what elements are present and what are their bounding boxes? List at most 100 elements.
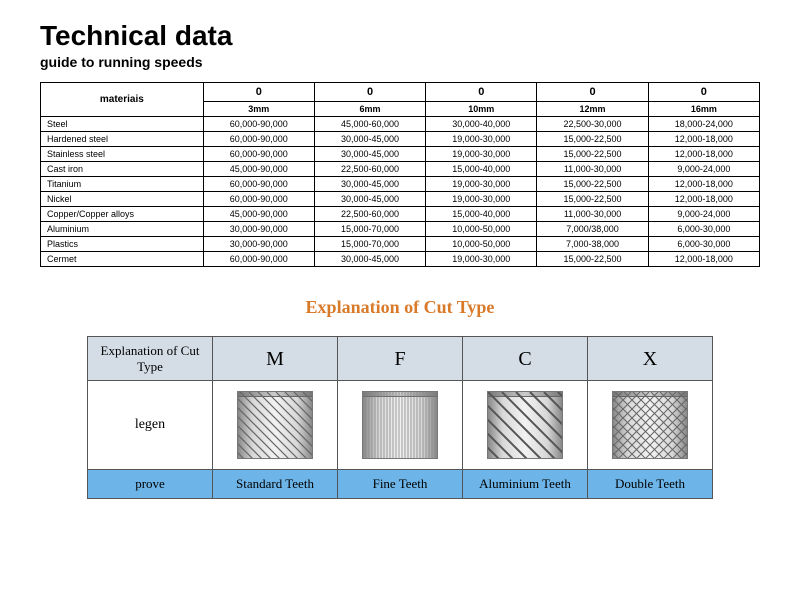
cut-type-label: Fine Teeth (338, 470, 463, 499)
speed-cell: 60,000-90,000 (203, 252, 314, 267)
speed-cell: 7,000-38,000 (537, 237, 648, 252)
speed-cell: 15,000-70,000 (314, 222, 425, 237)
speed-cell: 12,000-18,000 (648, 192, 759, 207)
speed-cell: 19,000-30,000 (426, 177, 537, 192)
table-row: Cermet60,000-90,00030,000-45,00019,000-3… (41, 252, 760, 267)
cut-type-code: X (588, 337, 713, 381)
cut-type-code: M (213, 337, 338, 381)
speed-table-body: Steel60,000-90,00045,000-60,00030,000-40… (41, 117, 760, 267)
material-cell: Steel (41, 117, 204, 132)
material-cell: Copper/Copper alloys (41, 207, 204, 222)
speed-cell: 12,000-18,000 (648, 252, 759, 267)
cut-type-image-row: legen (88, 381, 713, 470)
speed-cell: 15,000-22,500 (537, 147, 648, 162)
cut-type-code: C (463, 337, 588, 381)
speed-table: materiais000003mm6mm10mm12mm16mm Steel60… (40, 82, 760, 267)
speed-cell: 15,000-22,500 (537, 132, 648, 147)
burr-icon (487, 391, 563, 459)
speed-cell: 6,000-30,000 (648, 222, 759, 237)
speed-cell: 22,500-60,000 (314, 207, 425, 222)
material-cell: Nickel (41, 192, 204, 207)
cut-type-image-cell (463, 381, 588, 470)
cut-type-image-cell (588, 381, 713, 470)
cut-type-label: Standard Teeth (213, 470, 338, 499)
speed-cell: 11,000-30,000 (537, 207, 648, 222)
material-cell: Aluminium (41, 222, 204, 237)
speed-cell: 15,000-70,000 (314, 237, 425, 252)
speed-cell: 11,000-30,000 (537, 162, 648, 177)
speed-cell: 10,000-50,000 (426, 222, 537, 237)
table-row: Nickel60,000-90,00030,000-45,00019,000-3… (41, 192, 760, 207)
cut-type-label: Aluminium Teeth (463, 470, 588, 499)
speed-cell: 22,500-30,000 (537, 117, 648, 132)
speed-cell: 15,000-22,500 (537, 192, 648, 207)
cut-type-label: Double Teeth (588, 470, 713, 499)
table-row: Titanium60,000-90,00030,000-45,00019,000… (41, 177, 760, 192)
materials-header: materiais (41, 83, 204, 117)
speed-cell: 15,000-40,000 (426, 207, 537, 222)
speed-cell: 45,000-90,000 (203, 162, 314, 177)
cut-type-image-cell (338, 381, 463, 470)
cut-type-header-row: Explanation of Cut TypeMFCX (88, 337, 713, 381)
material-cell: Plastics (41, 237, 204, 252)
speed-cell: 60,000-90,000 (203, 117, 314, 132)
table-row: Stainless steel60,000-90,00030,000-45,00… (41, 147, 760, 162)
cut-type-table: Explanation of Cut TypeMFCX legen proveS… (87, 336, 713, 499)
cut-type-code: F (338, 337, 463, 381)
speed-cell: 60,000-90,000 (203, 147, 314, 162)
cut-type-col-header: Explanation of Cut Type (88, 337, 213, 381)
table-row: Cast iron45,000-90,00022,500-60,00015,00… (41, 162, 760, 177)
speed-cell: 30,000-90,000 (203, 237, 314, 252)
speed-cell: 19,000-30,000 (426, 147, 537, 162)
speed-cell: 15,000-22,500 (537, 177, 648, 192)
speed-cell: 30,000-45,000 (314, 132, 425, 147)
speed-cell: 9,000-24,000 (648, 207, 759, 222)
speed-cell: 12,000-18,000 (648, 177, 759, 192)
material-cell: Hardened steel (41, 132, 204, 147)
speed-cell: 30,000-45,000 (314, 192, 425, 207)
col-header-top: 0 (203, 83, 314, 102)
speed-cell: 12,000-18,000 (648, 132, 759, 147)
speed-cell: 19,000-30,000 (426, 132, 537, 147)
col-header-top: 0 (537, 83, 648, 102)
speed-cell: 60,000-90,000 (203, 132, 314, 147)
material-cell: Titanium (41, 177, 204, 192)
col-header-size: 3mm (203, 102, 314, 117)
speed-cell: 30,000-45,000 (314, 252, 425, 267)
burr-icon (362, 391, 438, 459)
speed-cell: 15,000-22,500 (537, 252, 648, 267)
speed-table-head: materiais000003mm6mm10mm12mm16mm (41, 83, 760, 117)
col-header-top: 0 (314, 83, 425, 102)
speed-cell: 30,000-90,000 (203, 222, 314, 237)
cut-type-footer-row: proveStandard TeethFine TeethAluminium T… (88, 470, 713, 499)
col-header-top: 0 (648, 83, 759, 102)
page-title: Technical data (40, 20, 760, 52)
col-header-size: 6mm (314, 102, 425, 117)
speed-cell: 45,000-60,000 (314, 117, 425, 132)
material-cell: Cast iron (41, 162, 204, 177)
col-header-size: 12mm (537, 102, 648, 117)
speed-cell: 60,000-90,000 (203, 192, 314, 207)
speed-cell: 45,000-90,000 (203, 207, 314, 222)
speed-cell: 19,000-30,000 (426, 192, 537, 207)
speed-cell: 60,000-90,000 (203, 177, 314, 192)
material-cell: Stainless steel (41, 147, 204, 162)
speed-cell: 19,000-30,000 (426, 252, 537, 267)
col-header-size: 10mm (426, 102, 537, 117)
burr-icon (237, 391, 313, 459)
speed-cell: 15,000-40,000 (426, 162, 537, 177)
burr-icon (612, 391, 688, 459)
speed-cell: 9,000-24,000 (648, 162, 759, 177)
speed-cell: 18,000-24,000 (648, 117, 759, 132)
page-subtitle: guide to running speeds (40, 54, 760, 70)
material-cell: Cermet (41, 252, 204, 267)
table-row: Hardened steel60,000-90,00030,000-45,000… (41, 132, 760, 147)
cut-type-image-cell (213, 381, 338, 470)
table-row: Steel60,000-90,00045,000-60,00030,000-40… (41, 117, 760, 132)
speed-cell: 12,000-18,000 (648, 147, 759, 162)
cut-type-title: Explanation of Cut Type (40, 297, 760, 318)
prove-label: prove (88, 470, 213, 499)
speed-cell: 30,000-45,000 (314, 147, 425, 162)
speed-cell: 10,000-50,000 (426, 237, 537, 252)
speed-cell: 30,000-45,000 (314, 177, 425, 192)
